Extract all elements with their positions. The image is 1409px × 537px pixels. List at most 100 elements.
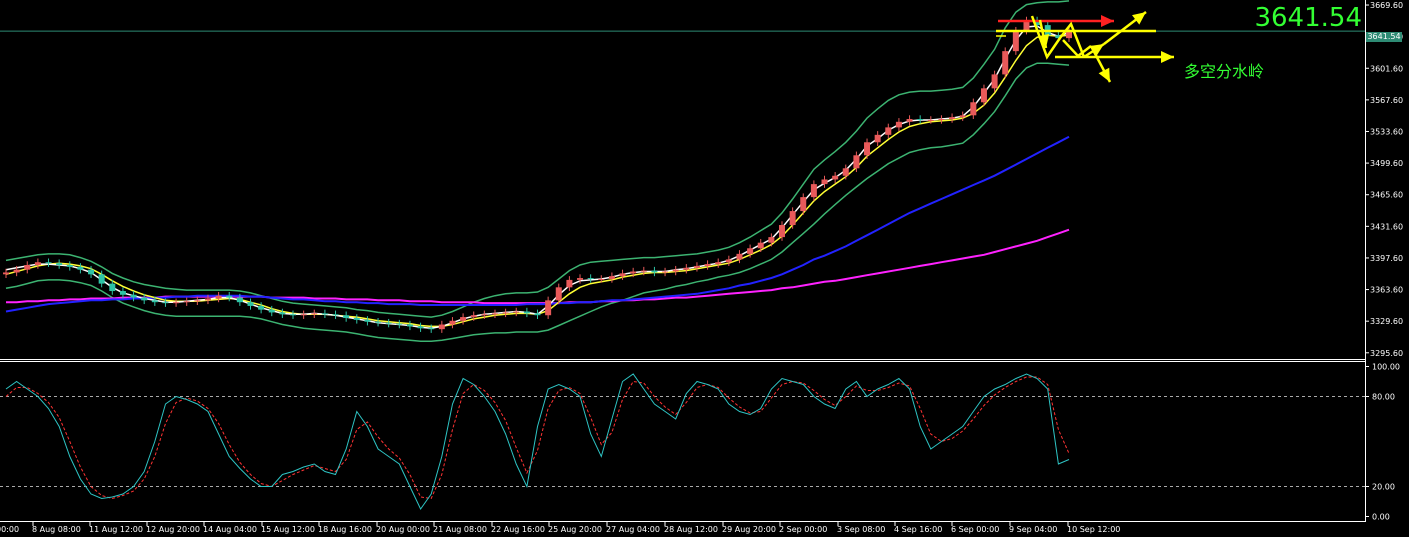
x-tick-label: 22 Aug 16:00 <box>491 525 545 534</box>
candle-body <box>438 324 445 330</box>
x-tick-label: 3 Sep 08:00 <box>837 525 885 534</box>
candle-body <box>1066 31 1072 39</box>
candle-body <box>109 283 116 292</box>
candle-body <box>470 315 477 318</box>
candle-body <box>56 263 63 266</box>
candle-body <box>290 314 297 316</box>
candle-body <box>800 197 807 212</box>
candle-body <box>555 287 562 301</box>
x-tick-label: 29 Aug 20:00 <box>722 525 776 534</box>
bollinger-lower-line <box>5 62 1070 343</box>
candle-body <box>417 326 424 329</box>
candle-body <box>449 320 456 325</box>
candle-body <box>704 264 711 266</box>
candle-body <box>77 266 84 270</box>
candle-body <box>151 300 158 303</box>
candlesticks <box>3 16 1072 333</box>
candle-body <box>747 248 754 254</box>
candle-body <box>577 278 584 280</box>
stochastic-oscillator <box>5 373 1070 510</box>
divide-arrow-head <box>1161 51 1174 63</box>
moving-averages <box>5 25 1070 329</box>
x-tick-label: 12 Aug 20:00 <box>146 525 200 534</box>
x-tick-label: 00:00 <box>0 525 19 534</box>
current-price-tag: 3641.54 <box>1366 32 1402 42</box>
candle-body <box>13 269 20 273</box>
bearish-arrow-head <box>1098 67 1110 82</box>
candle-body <box>598 278 605 280</box>
current-price-display: 3641.54 <box>1254 3 1362 33</box>
y-tick-label: 3465.60 <box>1370 191 1403 200</box>
candle-body <box>98 274 105 284</box>
candle-body <box>88 269 95 275</box>
bullish-arrow-head <box>1132 12 1146 25</box>
bollinger-upper-line <box>5 0 1070 318</box>
candle-body <box>757 242 764 249</box>
candle-body <box>300 314 307 316</box>
candle-body <box>375 321 382 323</box>
x-tick-label: 2 Sep 00:00 <box>779 525 827 534</box>
candle-body <box>24 265 31 270</box>
candle-body <box>534 313 541 316</box>
candle-body <box>3 272 9 275</box>
trend-arrows <box>996 11 1174 83</box>
candle-body <box>853 155 860 169</box>
candle-body <box>460 317 467 321</box>
candle-body <box>353 318 360 320</box>
candle-body <box>874 134 881 143</box>
candle-body <box>162 302 169 304</box>
red-resistance-arrow-head <box>1101 15 1114 27</box>
x-tick-label: 8 Aug 08:00 <box>32 525 81 534</box>
ma-fast-line <box>5 25 1070 329</box>
candle-body <box>1034 20 1041 26</box>
candle-body <box>662 271 669 273</box>
candle-body <box>821 179 828 185</box>
candle-body <box>1023 20 1030 31</box>
candle-body <box>991 74 998 89</box>
candle-body <box>364 319 371 322</box>
candle-body <box>608 276 615 279</box>
candle-body <box>651 270 658 273</box>
candle-body <box>725 259 732 263</box>
candle-body <box>683 267 690 270</box>
candle-body <box>321 313 328 315</box>
x-tick-label: 21 Aug 08:00 <box>433 525 487 534</box>
stoch-signal-line <box>5 376 1070 500</box>
candle-body <box>587 278 594 280</box>
candle-body <box>566 279 573 288</box>
candle-body <box>343 315 350 319</box>
ma-mid-line <box>5 34 1070 328</box>
y-tick-label: 3295.60 <box>1370 349 1403 358</box>
candle-body <box>311 313 318 315</box>
x-tick-label: 14 Aug 04:00 <box>203 525 257 534</box>
candle-body <box>236 297 243 303</box>
candle-body <box>406 324 413 327</box>
ma-slow-line <box>5 135 1070 313</box>
zigzag-up-arrow-head <box>1089 44 1104 57</box>
y-tick-label: 3431.60 <box>1370 222 1403 231</box>
zigzag-mid-path <box>1062 39 1092 58</box>
candle-body <box>970 102 977 116</box>
stoch-tick-label: 80.00 <box>1372 393 1395 402</box>
candle-body <box>332 314 339 316</box>
x-tick-label: 25 Aug 20:00 <box>548 525 602 534</box>
candle-body <box>842 168 849 176</box>
chart-background <box>0 0 1366 522</box>
candle-body <box>938 119 945 121</box>
x-tick-label: 18 Aug 16:00 <box>318 525 372 534</box>
candle-body <box>183 301 190 303</box>
candle-body <box>215 295 222 299</box>
candle-body <box>1012 30 1019 52</box>
candle-body <box>980 88 987 103</box>
candle-body <box>917 119 924 121</box>
candle-body <box>194 300 201 302</box>
candle-body <box>45 262 52 264</box>
x-tick-label: 28 Aug 12:00 <box>664 525 718 534</box>
x-tick-label: 9 Sep 04:00 <box>1009 525 1057 534</box>
x-tick-label: 10 Sep 12:00 <box>1067 525 1120 534</box>
candle-body <box>279 312 286 315</box>
y-tick-label: 3397.60 <box>1370 254 1403 263</box>
candle-body <box>864 142 871 156</box>
candle-body <box>927 119 934 121</box>
